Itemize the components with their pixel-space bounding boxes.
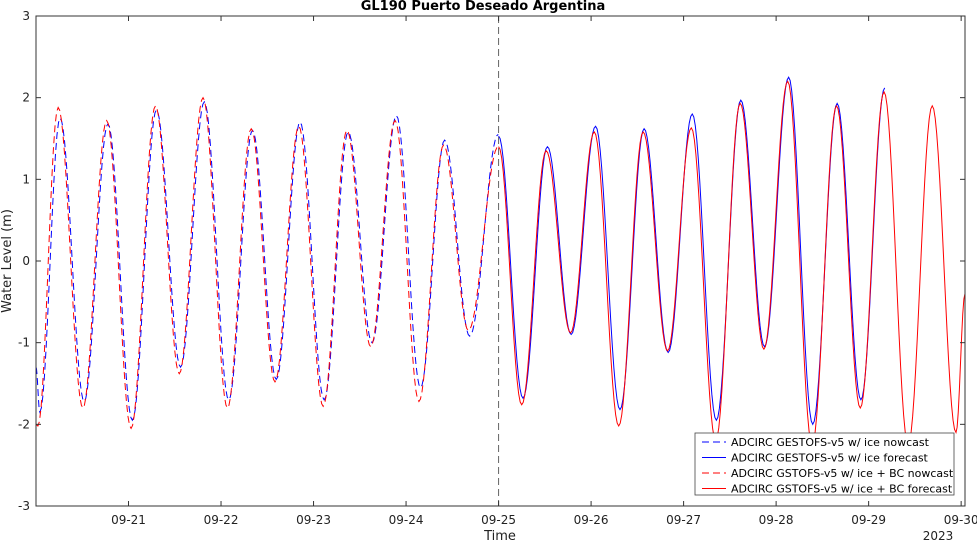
legend-label-2: ADCIRC GESTOFS-v5 w/ ice forecast	[731, 452, 929, 465]
y-tick-label: 0	[22, 254, 30, 268]
plot-area	[36, 16, 965, 506]
y-tick-label: -2	[18, 417, 30, 431]
y-tick-label: -3	[18, 499, 30, 513]
y-axis-ticks: -3 -2 -1 0 1 2 3	[18, 9, 965, 513]
x-tick-label: 09-27	[666, 513, 701, 527]
x-tick-label: 09-22	[204, 513, 239, 527]
x-tick-label: 09-23	[296, 513, 331, 527]
x-tick-label: 09-25	[481, 513, 516, 527]
x-tick-label: 09-24	[389, 513, 424, 527]
series-line-1	[35, 100, 499, 422]
x-tick-label: 09-30	[944, 513, 977, 527]
y-tick-label: 3	[22, 9, 30, 23]
legend: ADCIRC GESTOFS-v5 w/ ice nowcast ADCIRC G…	[694, 432, 955, 496]
legend-box	[694, 432, 955, 496]
year-label: 2023	[923, 529, 954, 541]
x-tick-label: 09-28	[759, 513, 794, 527]
y-tick-label: 2	[22, 91, 30, 105]
y-tick-label: 1	[22, 172, 30, 186]
y-axis-label: Water Level (m)	[0, 209, 15, 313]
series-line-4	[498, 80, 966, 446]
series-line-3	[35, 96, 499, 430]
series-layer	[35, 76, 966, 446]
x-tick-label: 09-26	[574, 513, 609, 527]
x-axis-label: Time	[483, 529, 516, 541]
y-tick-label: -1	[18, 336, 30, 350]
legend-label-4: ADCIRC GSTOFS-v5 w/ ice + BC forecast	[731, 483, 953, 496]
x-tick-label: 09-29	[851, 513, 886, 527]
legend-label-1: ADCIRC GESTOFS-v5 w/ ice nowcast	[731, 436, 930, 449]
x-tick-label: 09-21	[111, 513, 146, 527]
legend-label-3: ADCIRC GSTOFS-v5 w/ ice + BC nowcast	[731, 467, 954, 480]
chart-title: GL190 Puerto Deseado Argentina	[361, 0, 606, 14]
x-axis-ticks: 09-21 09-22 09-23 09-24 09-25 09-26 09-27 09-28…	[111, 16, 977, 527]
